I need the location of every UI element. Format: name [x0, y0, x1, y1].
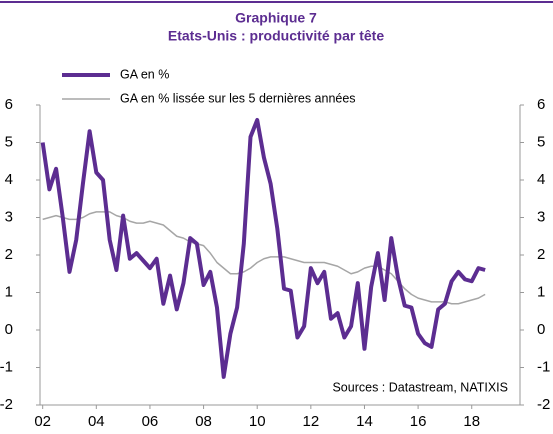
chart-title: Graphique 7: [235, 10, 317, 26]
y-tick-label: 6: [5, 96, 13, 113]
y-tick-label: 4: [5, 171, 13, 188]
chart-subtitle: Etats-Unis : productivité par tête: [168, 28, 384, 44]
legend-label: GA en %: [120, 67, 169, 81]
x-tick-label: 04: [88, 413, 105, 430]
y-tick-label: 3: [5, 208, 13, 225]
series-line: [42, 211, 486, 305]
y2-tick-label: -1: [537, 358, 550, 375]
x-tick-label: 10: [249, 413, 266, 430]
y2-tick-label: 6: [537, 96, 545, 113]
y2-tick-label: 0: [537, 321, 545, 338]
x-tick-label: 12: [302, 413, 319, 430]
legend-label: GA en % lissée sur les 5 dernières année…: [120, 91, 356, 105]
x-tick-label: 08: [195, 413, 212, 430]
x-tick-label: 06: [142, 413, 159, 430]
y-tick-label: 0: [5, 321, 13, 338]
y2-tick-label: 1: [537, 283, 545, 300]
source-note: Sources : Datastream, NATIXIS: [332, 380, 508, 394]
y-tick-label: 1: [5, 283, 13, 300]
y2-tick-label: 5: [537, 133, 545, 150]
x-tick-label: 14: [356, 413, 373, 430]
y2-tick-label: -2: [537, 396, 550, 413]
y-tick-label: -2: [0, 396, 13, 413]
y-tick-label: 5: [5, 133, 13, 150]
x-tick-label: 18: [463, 413, 480, 430]
y2-tick-label: 3: [537, 208, 545, 225]
x-tick-label: 02: [34, 413, 51, 430]
y-tick-label: -1: [0, 358, 13, 375]
y2-tick-label: 4: [537, 171, 545, 188]
series-line: [40, 118, 486, 379]
x-tick-label: 16: [410, 413, 427, 430]
y2-tick-label: 2: [537, 246, 545, 263]
y-tick-label: 2: [5, 246, 13, 263]
